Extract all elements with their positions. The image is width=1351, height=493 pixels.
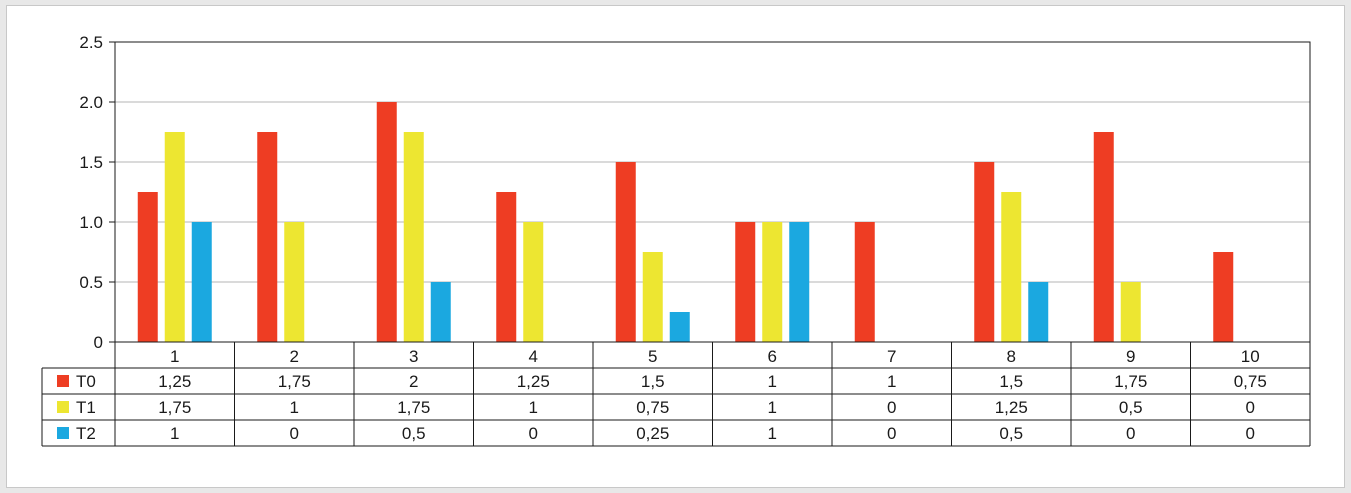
data-value-label: 1,75 <box>1114 372 1147 391</box>
bar-t0 <box>137 192 158 342</box>
category-label: 5 <box>648 347 657 366</box>
data-value-label: 0,75 <box>636 398 669 417</box>
data-value-label: 1,25 <box>517 372 550 391</box>
data-value-label: 1 <box>768 398 777 417</box>
bar-t2 <box>191 222 212 342</box>
bar-t1 <box>1001 192 1022 342</box>
y-tick-label: 1.5 <box>79 153 103 172</box>
data-value-label: 2 <box>409 372 418 391</box>
bar-t0 <box>496 192 517 342</box>
legend-swatch-t2 <box>57 427 69 439</box>
data-value-label: 1,75 <box>397 398 430 417</box>
bar-t1 <box>403 132 424 342</box>
data-value-label: 1 <box>768 372 777 391</box>
data-value-label: 0 <box>1126 424 1135 443</box>
data-value-label: 1,25 <box>158 372 191 391</box>
y-tick-label: 0 <box>94 333 103 352</box>
legend-label: T1 <box>76 398 96 417</box>
data-value-label: 1 <box>529 398 538 417</box>
category-label: 8 <box>1007 347 1016 366</box>
bar-t1 <box>1120 282 1141 342</box>
legend-label: T0 <box>76 372 96 391</box>
data-value-label: 0,5 <box>402 424 426 443</box>
bar-t1 <box>642 252 663 342</box>
data-value-label: 0 <box>887 398 896 417</box>
category-label: 10 <box>1241 347 1260 366</box>
data-value-label: 1,5 <box>999 372 1023 391</box>
legend-swatch-t1 <box>57 401 69 413</box>
y-tick-label: 2.0 <box>79 93 103 112</box>
data-value-label: 1,75 <box>158 398 191 417</box>
chart-frame <box>6 5 1345 488</box>
data-value-label: 1,5 <box>641 372 665 391</box>
data-value-label: 1 <box>768 424 777 443</box>
category-label: 7 <box>887 347 896 366</box>
category-label: 2 <box>290 347 299 366</box>
data-value-label: 0 <box>1246 398 1255 417</box>
data-value-label: 1,75 <box>278 372 311 391</box>
bar-t1 <box>523 222 544 342</box>
y-tick-label: 2.5 <box>79 33 103 52</box>
legend-label: T2 <box>76 424 96 443</box>
category-label: 1 <box>170 347 179 366</box>
data-value-label: 1,25 <box>995 398 1028 417</box>
bar-t0 <box>1213 252 1234 342</box>
bar-t2 <box>669 312 690 342</box>
category-label: 4 <box>529 347 538 366</box>
bar-t0 <box>735 222 756 342</box>
data-value-label: 1 <box>170 424 179 443</box>
bar-t1 <box>164 132 185 342</box>
data-value-label: 0 <box>1246 424 1255 443</box>
legend-swatch-t0 <box>57 375 69 387</box>
y-tick-label: 1.0 <box>79 213 103 232</box>
bar-t2 <box>1028 282 1049 342</box>
y-tick-label: 0.5 <box>79 273 103 292</box>
data-value-label: 0 <box>529 424 538 443</box>
category-label: 6 <box>768 347 777 366</box>
bar-t1 <box>284 222 305 342</box>
bar-t1 <box>762 222 783 342</box>
data-value-label: 1 <box>887 372 896 391</box>
bar-t0 <box>615 162 636 342</box>
data-value-label: 1 <box>290 398 299 417</box>
data-value-label: 0,25 <box>636 424 669 443</box>
bar-t2 <box>430 282 451 342</box>
bar-t2 <box>789 222 810 342</box>
bar-t0 <box>376 102 397 342</box>
category-label: 3 <box>409 347 418 366</box>
bar-t0 <box>974 162 995 342</box>
data-value-label: 0,75 <box>1234 372 1267 391</box>
data-value-label: 0,5 <box>999 424 1023 443</box>
data-value-label: 0 <box>290 424 299 443</box>
bar-t0 <box>257 132 278 342</box>
data-value-label: 0,5 <box>1119 398 1143 417</box>
category-label: 9 <box>1126 347 1135 366</box>
bar-t0 <box>1093 132 1114 342</box>
data-value-label: 0 <box>887 424 896 443</box>
bar-t0 <box>854 222 875 342</box>
